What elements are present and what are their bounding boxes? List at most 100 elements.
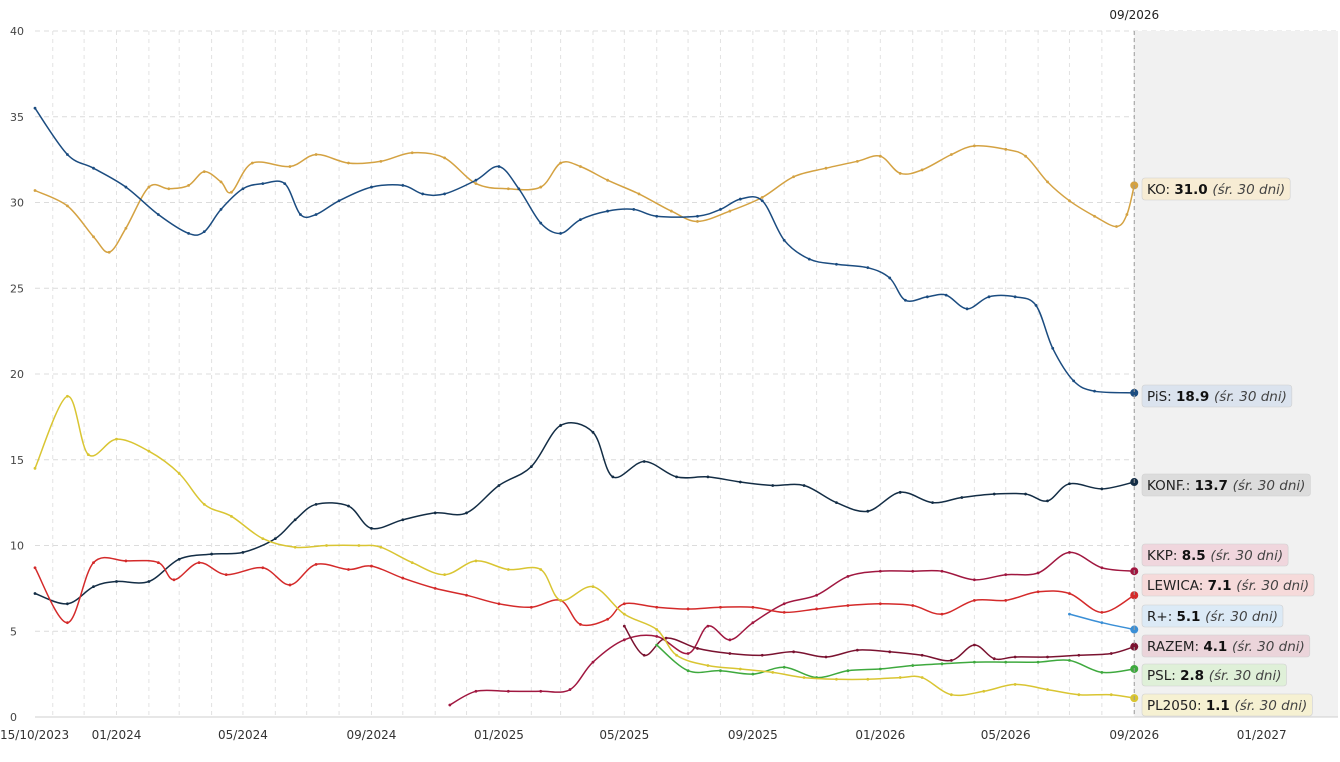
data-point	[846, 604, 850, 607]
data-point	[314, 562, 318, 566]
data-point	[1109, 693, 1113, 697]
data-point	[878, 602, 882, 606]
data-point	[506, 689, 510, 693]
value-label-razem: RAZEM: 4.1 (śr. 30 dni)	[1141, 634, 1311, 658]
data-point	[944, 293, 948, 297]
data-point	[1013, 683, 1017, 686]
series-name: R+:	[1147, 609, 1177, 625]
data-point	[314, 213, 318, 216]
data-point	[911, 604, 915, 607]
data-point	[241, 187, 245, 191]
series-value: 2.8	[1180, 668, 1209, 684]
series-value: 13.7	[1195, 478, 1233, 494]
series-name: PL2050:	[1147, 698, 1206, 714]
data-point	[65, 621, 69, 625]
data-point	[92, 561, 95, 565]
data-point	[230, 514, 233, 518]
series-value: 1.1	[1206, 698, 1235, 714]
data-point	[866, 509, 870, 513]
series-end-marker	[1130, 388, 1139, 397]
data-point	[1109, 652, 1113, 655]
data-point	[210, 552, 213, 556]
data-point	[433, 586, 437, 590]
data-point	[931, 501, 934, 505]
data-point	[65, 153, 69, 156]
data-point	[760, 653, 764, 657]
series-ko	[33, 144, 1139, 254]
data-point	[807, 257, 811, 261]
x-tick-label: 09/2026	[1109, 728, 1159, 742]
data-point	[401, 183, 405, 187]
series-line-kkp	[449, 551, 1135, 706]
series-value: 4.1	[1203, 639, 1232, 655]
data-point	[972, 660, 976, 664]
data-point	[992, 492, 996, 496]
data-point	[1034, 304, 1038, 307]
data-point	[782, 665, 786, 669]
data-point	[443, 573, 447, 577]
data-point	[506, 568, 510, 571]
value-label-box	[1141, 604, 1284, 628]
data-point	[824, 655, 828, 659]
data-point	[655, 634, 659, 638]
x-tick-label: 01/2027	[1237, 728, 1287, 742]
x-tick-label: 09/2025	[728, 728, 778, 742]
data-point	[1093, 214, 1096, 218]
data-point	[443, 192, 447, 196]
data-point	[1100, 487, 1104, 491]
data-point	[379, 545, 383, 549]
data-point	[632, 207, 636, 211]
data-point	[1077, 653, 1081, 657]
data-point	[738, 480, 742, 484]
data-point	[517, 187, 521, 191]
data-point	[370, 526, 373, 530]
data-point	[465, 511, 468, 515]
data-point	[972, 144, 976, 148]
data-point	[888, 276, 892, 280]
data-point	[655, 628, 659, 631]
value-label-box	[1141, 693, 1313, 717]
data-point	[1100, 671, 1104, 674]
series-name: PSL:	[1147, 668, 1180, 684]
data-point	[706, 624, 710, 628]
data-point	[1036, 590, 1040, 594]
data-point	[728, 209, 732, 213]
data-point	[539, 568, 543, 571]
data-point	[866, 677, 870, 681]
data-point	[465, 593, 468, 597]
data-point	[972, 598, 976, 602]
data-point	[401, 576, 405, 580]
data-point	[1100, 566, 1104, 570]
data-point	[421, 192, 425, 196]
value-label-pl2050: PL2050: 1.1 (śr. 30 dni)	[1141, 693, 1313, 717]
data-point	[706, 475, 710, 479]
data-point	[622, 624, 626, 628]
series-lines	[33, 106, 1139, 707]
data-point	[124, 226, 128, 230]
data-point	[539, 221, 543, 225]
data-point	[370, 185, 373, 189]
data-point	[167, 187, 171, 191]
data-point	[202, 502, 206, 506]
data-point	[261, 182, 265, 186]
data-point	[940, 662, 944, 666]
data-point	[474, 689, 478, 693]
data-point	[92, 166, 95, 170]
y-tick-label: 25	[10, 282, 24, 295]
data-point	[622, 612, 626, 616]
data-point	[728, 652, 732, 655]
data-point	[579, 218, 582, 222]
data-point	[33, 466, 37, 470]
value-label-text: KONF.: 13.7 (śr. 30 dni)	[1147, 478, 1305, 494]
data-point	[124, 559, 128, 563]
data-point	[696, 219, 699, 223]
data-point	[1046, 655, 1049, 659]
data-point	[771, 671, 775, 674]
data-point	[1004, 598, 1008, 602]
y-tick-label: 35	[10, 111, 24, 124]
series-value: 31.0	[1174, 182, 1212, 198]
data-point	[1072, 379, 1076, 383]
data-point	[792, 650, 796, 654]
series-value-labels: KO: 31.0 (śr. 30 dni)PiS: 18.9 (śr. 30 d…	[1141, 177, 1315, 717]
